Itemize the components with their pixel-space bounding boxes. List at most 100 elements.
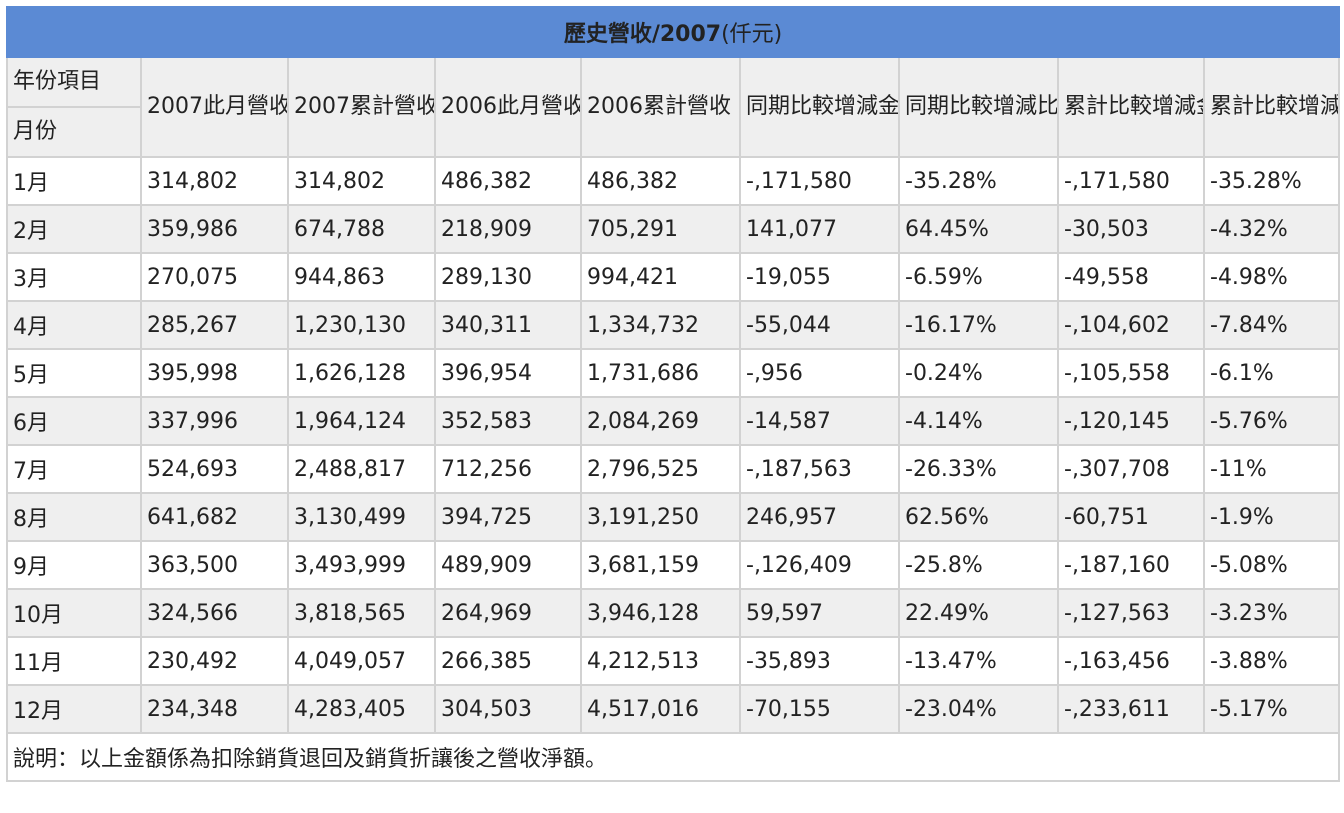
value-cell: 230,492	[140, 636, 289, 686]
value-cell: 994,421	[580, 252, 741, 302]
value-cell: 3,681,159	[580, 540, 741, 590]
month-cell: 4月	[6, 300, 142, 350]
value-cell: -,956	[739, 348, 900, 398]
column-header: 2007累計營收	[287, 56, 436, 158]
value-cell: -13.47%	[898, 636, 1059, 686]
value-cell: 246,957	[739, 492, 900, 542]
value-cell: -49,558	[1057, 252, 1205, 302]
value-cell: 705,291	[580, 204, 741, 254]
month-cell: 6月	[6, 396, 142, 446]
value-cell: -7.84%	[1202, 300, 1341, 350]
table-row: 8月 641,682 3,130,499 394,725 3,191,250 246,95…	[6, 492, 1341, 542]
table-row: 10月 324,566 3,818,565 264,969 3,946,128 59,59…	[6, 588, 1341, 638]
value-cell: 394,725	[434, 492, 582, 542]
value-cell: 64.45%	[898, 204, 1059, 254]
value-cell: 141,077	[739, 204, 900, 254]
month-cell: 3月	[6, 252, 142, 302]
month-cell: 10月	[6, 588, 142, 638]
corner-top-label: 年份項目	[9, 59, 139, 108]
month-cell: 11月	[6, 636, 142, 686]
value-cell: -,171,580	[1057, 156, 1205, 206]
value-cell: 486,382	[580, 156, 741, 206]
value-cell: -3.23%	[1202, 588, 1341, 638]
note-row: 說明：以上金額係為扣除銷貨退回及銷貨折讓後之營收淨額。	[5, 732, 1341, 782]
value-cell: 270,075	[140, 252, 289, 302]
value-cell: -4.14%	[898, 396, 1059, 446]
value-cell: -,307,708	[1057, 444, 1205, 494]
table-note: 說明：以上金額係為扣除銷貨退回及銷貨折讓後之營收淨額。	[5, 732, 1341, 782]
value-cell: -,171,580	[739, 156, 900, 206]
revenue-table: 歷史營收/2007(仟元) 年份項目 月份 2007此月營收 2007累計營收 …	[5, 6, 1341, 782]
header-row: 年份項目 月份 2007此月營收 2007累計營收 2006此月營收 2006累…	[6, 56, 1341, 158]
value-cell: -5.17%	[1202, 684, 1341, 734]
value-cell: -55,044	[739, 300, 900, 350]
revenue-table-container: 歷史營收/2007(仟元) 年份項目 月份 2007此月營收 2007累計營收 …	[5, 6, 1341, 782]
value-cell: 264,969	[434, 588, 582, 638]
value-cell: 1,626,128	[287, 348, 436, 398]
table-row: 4月 285,267 1,230,130 340,311 1,334,732 -55,04…	[6, 300, 1341, 350]
value-cell: -5.08%	[1202, 540, 1341, 590]
month-cell: 1月	[6, 156, 142, 206]
value-cell: 304,503	[434, 684, 582, 734]
value-cell: 4,212,513	[580, 636, 741, 686]
table-row: 5月 395,998 1,626,128 396,954 1,731,686 -,956 -…	[6, 348, 1341, 398]
value-cell: -30,503	[1057, 204, 1205, 254]
value-cell: -,126,409	[739, 540, 900, 590]
month-cell: 9月	[6, 540, 142, 590]
column-header: 累計比較增減比例	[1202, 56, 1341, 158]
value-cell: 314,802	[287, 156, 436, 206]
value-cell: -60,751	[1057, 492, 1205, 542]
value-cell: 234,348	[140, 684, 289, 734]
value-cell: 4,517,016	[580, 684, 741, 734]
value-cell: 22.49%	[898, 588, 1059, 638]
column-header: 累計比較增減金額	[1057, 56, 1205, 158]
value-cell: -35,893	[739, 636, 900, 686]
month-cell: 2月	[6, 204, 142, 254]
value-cell: 4,049,057	[287, 636, 436, 686]
month-cell: 7月	[6, 444, 142, 494]
value-cell: -1.9%	[1202, 492, 1341, 542]
table-row: 7月 524,693 2,488,817 712,256 2,796,525 -,187,…	[6, 444, 1341, 494]
value-cell: 3,191,250	[580, 492, 741, 542]
corner-header: 年份項目 月份	[6, 56, 142, 158]
column-header: 同期比較增減比例	[898, 56, 1059, 158]
value-cell: 396,954	[434, 348, 582, 398]
column-header: 2007此月營收	[140, 56, 289, 158]
value-cell: 524,693	[140, 444, 289, 494]
table-row: 3月 270,075 944,863 289,130 994,421 -19,055 -6.…	[6, 252, 1341, 302]
table-row: 6月 337,996 1,964,124 352,583 2,084,269 -14,58…	[6, 396, 1341, 446]
value-cell: 674,788	[287, 204, 436, 254]
value-cell: -6.1%	[1202, 348, 1341, 398]
value-cell: -,104,602	[1057, 300, 1205, 350]
value-cell: 944,863	[287, 252, 436, 302]
value-cell: 3,493,999	[287, 540, 436, 590]
value-cell: 266,385	[434, 636, 582, 686]
value-cell: -6.59%	[898, 252, 1059, 302]
value-cell: -16.17%	[898, 300, 1059, 350]
title-main: 歷史營收/2007	[563, 22, 722, 47]
table-row: 2月 359,986 674,788 218,909 705,291 141,077 64.…	[6, 204, 1341, 254]
value-cell: 1,731,686	[580, 348, 741, 398]
value-cell: -14,587	[739, 396, 900, 446]
value-cell: 340,311	[434, 300, 582, 350]
value-cell: 337,996	[140, 396, 289, 446]
value-cell: 489,909	[434, 540, 582, 590]
title-unit: (仟元)	[721, 22, 783, 47]
value-cell: -23.04%	[898, 684, 1059, 734]
table-body: 1月 314,802 314,802 486,382 486,382 -,171,580-…	[6, 156, 1341, 734]
value-cell: 2,796,525	[580, 444, 741, 494]
value-cell: 1,230,130	[287, 300, 436, 350]
value-cell: -35.28%	[1202, 156, 1341, 206]
month-cell: 5月	[6, 348, 142, 398]
value-cell: -19,055	[739, 252, 900, 302]
column-header: 2006此月營收	[434, 56, 582, 158]
value-cell: -25.8%	[898, 540, 1059, 590]
value-cell: 1,964,124	[287, 396, 436, 446]
value-cell: -70,155	[739, 684, 900, 734]
value-cell: 395,998	[140, 348, 289, 398]
month-cell: 12月	[6, 684, 142, 734]
value-cell: -4.98%	[1202, 252, 1341, 302]
table-title: 歷史營收/2007(仟元)	[5, 6, 1341, 58]
value-cell: -,187,160	[1057, 540, 1205, 590]
table-row: 9月 363,500 3,493,999 489,909 3,681,159 -,126,…	[6, 540, 1341, 590]
